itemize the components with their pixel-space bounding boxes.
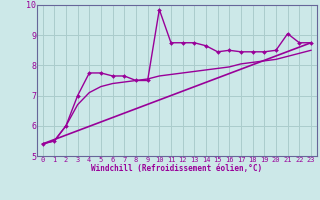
X-axis label: Windchill (Refroidissement éolien,°C): Windchill (Refroidissement éolien,°C) [91, 164, 262, 173]
